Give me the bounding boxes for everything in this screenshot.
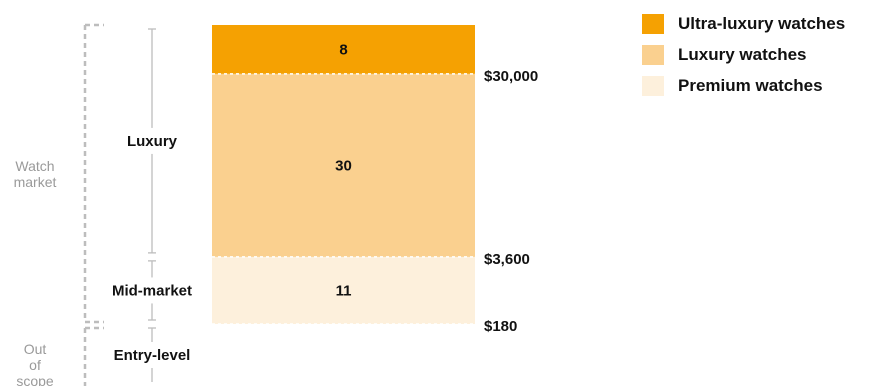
group-label: Watch market xyxy=(14,158,57,190)
price-threshold-label: $3,600 xyxy=(484,251,530,268)
legend-swatch xyxy=(642,44,664,65)
segment-label: Entry-level xyxy=(114,347,191,364)
bar-segment-1 xyxy=(212,73,475,257)
group-label-line: Out xyxy=(24,341,47,357)
bar-segment-2 xyxy=(212,25,475,74)
bar-value-label: 11 xyxy=(336,282,352,299)
segment-label: Mid-market xyxy=(112,282,192,299)
group-label-line: Watch xyxy=(15,158,54,174)
group-label-line: of xyxy=(29,357,41,373)
legend: Ultra-luxury watches Luxury watches Prem… xyxy=(642,8,845,101)
legend-item-ultra-luxury: Ultra-luxury watches xyxy=(642,8,845,39)
bar-segment-0 xyxy=(212,256,475,324)
legend-label: Luxury watches xyxy=(678,44,807,64)
price-threshold-label: $180 xyxy=(484,318,517,335)
group-label: Out of scope xyxy=(16,341,54,386)
legend-item-luxury: Luxury watches xyxy=(642,39,845,70)
legend-label: Premium watches xyxy=(678,75,823,95)
bar-value-label: 30 xyxy=(335,157,352,174)
segment-label: Luxury xyxy=(127,133,178,150)
group-label-line: market xyxy=(14,174,57,190)
bar-value-label: 8 xyxy=(339,41,347,58)
legend-swatch xyxy=(642,13,664,34)
legend-swatch xyxy=(642,75,664,96)
group-label-line: scope xyxy=(16,373,54,386)
legend-label: Ultra-luxury watches xyxy=(678,13,846,33)
legend-item-premium: Premium watches xyxy=(642,70,845,101)
price-threshold-label: $30,000 xyxy=(484,68,538,85)
